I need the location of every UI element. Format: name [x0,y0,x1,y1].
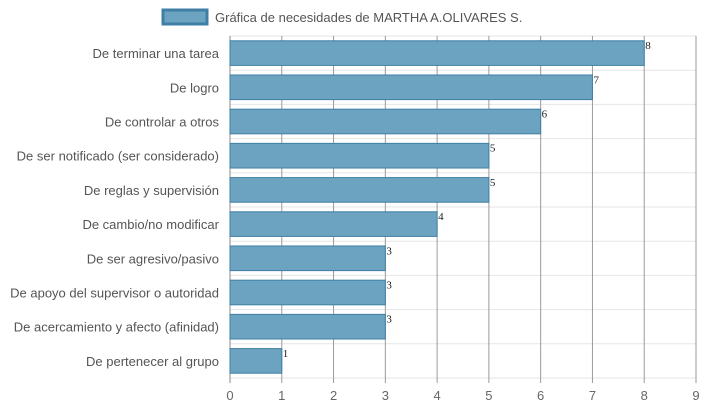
legend: Gráfica de necesidades de MARTHA A.OLIVA… [161,8,522,26]
data-label: 6 [542,109,548,121]
data-labels: 8 7 6 5 5 4 3 3 3 1 [283,40,651,360]
x-tick-label: 7 [589,388,596,403]
bar [229,108,542,135]
category-label: De controlar a otros [105,115,220,130]
bar [229,313,386,340]
category-label: De acercamiento y afecto (afinidad) [14,320,219,335]
x-tick-label: 8 [641,388,648,403]
data-label: 8 [645,40,651,52]
data-label: 4 [438,211,444,223]
x-tick-label: 5 [485,388,492,403]
bar [229,177,490,203]
bar [229,279,386,306]
x-tick-label: 6 [537,388,544,403]
x-tick-label: 2 [330,388,337,403]
data-label: 5 [490,143,496,155]
x-tick-label: 4 [433,388,440,403]
data-label: 3 [386,314,392,326]
data-label: 5 [490,177,496,189]
legend-swatch [161,8,209,26]
bar [229,142,490,169]
x-tick-label: 1 [278,388,285,403]
category-label: De reglas y supervisión [84,183,219,198]
bars [229,40,645,374]
category-labels: De terminar una tarea De logro De controla… [10,46,220,369]
category-label: De ser notificado (ser considerado) [17,149,219,164]
data-label: 3 [386,245,392,257]
x-tick-label: 3 [382,388,389,403]
bar [229,245,386,272]
data-label: 7 [593,74,599,86]
data-label: 3 [386,280,392,292]
category-label: De terminar una tarea [93,46,220,61]
bar [229,74,593,101]
category-label: De ser agresivo/pasivo [87,251,219,266]
bar [229,211,438,237]
x-axis-ticks: 0 1 2 3 4 5 6 7 8 9 [226,388,699,403]
x-tick-label: 9 [692,388,699,403]
category-label: De logro [170,80,219,95]
x-tick-label: 0 [226,388,233,403]
category-label: De cambio/no modificar [82,217,219,232]
category-label: De pertenecer al grupo [86,354,219,369]
data-label: 1 [283,348,289,360]
category-label: De apoyo del supervisor o autoridad [10,286,219,301]
bar [229,40,645,66]
bar [229,348,283,374]
legend-label: Gráfica de necesidades de MARTHA A.OLIVA… [215,10,522,25]
